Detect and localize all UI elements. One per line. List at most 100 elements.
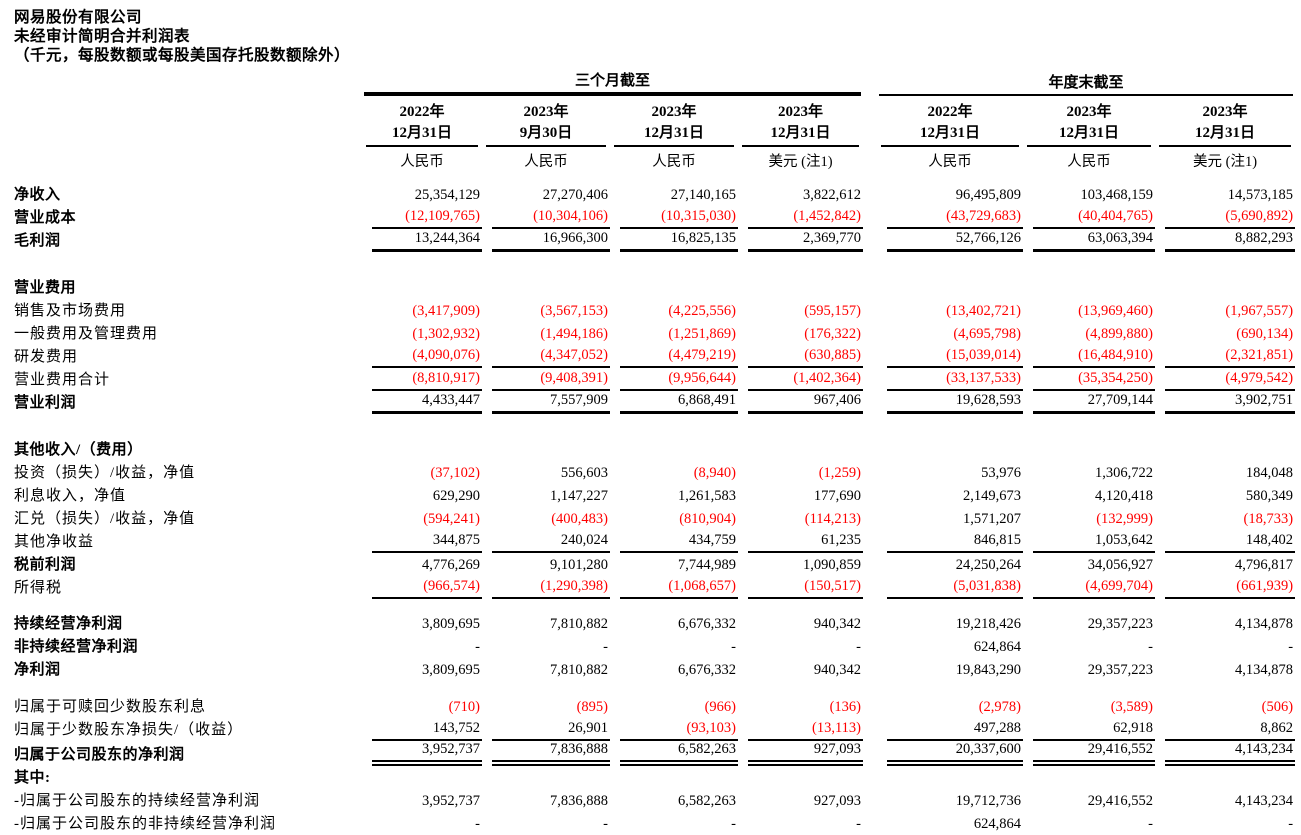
cell-value: (1,251,869)	[668, 326, 736, 342]
cell-value: (13,402,721)	[946, 303, 1022, 319]
row-label: 归属于公司股东的净利润	[14, 747, 185, 763]
cell-value: (4,899,880)	[1085, 326, 1154, 342]
column-gap	[863, 507, 877, 530]
cell-value: 6,676,332	[678, 616, 736, 632]
cell-value: 927,093	[738, 741, 864, 766]
currency-header-row: 人民币 人民币 人民币 美元 (注1) 人民币 人民币 美元 (注1)	[14, 147, 1295, 171]
cell-value: (3,417,909)	[412, 303, 480, 319]
cell-value: (9,956,644)	[610, 368, 738, 391]
cell-value: 4,796,817	[1235, 557, 1294, 573]
cell-value: (1,494,186)	[540, 326, 608, 342]
cell-value: (8,940)	[693, 465, 736, 481]
cell-value: 967,406	[738, 391, 864, 414]
cell-value	[610, 438, 738, 461]
cell-value: 7,836,888	[482, 741, 610, 766]
cell-value: (43,729,683)	[877, 206, 1024, 229]
column-gap	[863, 345, 877, 368]
col-year: 2023年	[778, 104, 824, 120]
cell-value: 7,836,888	[550, 793, 608, 809]
row-label: 所得税	[14, 580, 63, 596]
year-header-row: 2022年 2023年 2023年 2023年 2022年 2023年 2023…	[14, 96, 1295, 121]
cell-value: 7,810,882	[550, 662, 608, 678]
cell-value: 62,918	[1023, 718, 1156, 741]
row-label: 利息收入，净值	[14, 488, 127, 504]
cell-value: 63,063,394	[1023, 229, 1156, 252]
row-label: 净收入	[14, 187, 61, 203]
cell-value: (4,225,556)	[668, 303, 736, 319]
row-label: 研发费用	[14, 349, 79, 365]
cell-value: (136)	[829, 699, 862, 715]
col-currency: 人民币	[400, 154, 444, 170]
cell-value: (33,137,533)	[877, 368, 1024, 391]
cell-value: -	[603, 639, 608, 655]
cell-value: 8,862	[1155, 718, 1296, 741]
cell-value: 240,024	[482, 530, 610, 553]
table-row: 销售及市场费用 (3,417,909) (3,567,153) (4,225,556)…	[14, 299, 1295, 322]
col-year: 2022年	[399, 104, 445, 120]
cell-value: 846,815	[877, 530, 1024, 553]
table-row: 持续经营净利润 3,809,695 7,810,882 6,676,332 940,34…	[14, 612, 1295, 635]
table-row: 其他净收益 344,875 240,024 434,759 61,235 846,815 1…	[14, 530, 1296, 553]
cell-value: (12,109,765)	[362, 206, 482, 229]
cell-value: 629,290	[432, 488, 480, 504]
cell-value: (176,322)	[804, 326, 862, 342]
cell-value: 940,342	[813, 662, 862, 678]
cell-value: 3,952,737	[362, 741, 482, 766]
col-group-year-end: 年度末截至	[877, 69, 1295, 96]
cell-value: (93,103)	[610, 718, 738, 741]
row-label: 净利润	[14, 662, 61, 678]
cell-value: 1,261,583	[678, 488, 736, 504]
units-note: （千元，每股数额或每股美国存托股数额除外）	[14, 47, 351, 64]
cell-value	[482, 438, 610, 461]
cell-value	[610, 276, 738, 299]
cell-value: (1,302,932)	[412, 326, 480, 342]
cell-value: (1,068,657)	[610, 576, 738, 599]
column-gap	[863, 229, 877, 252]
cell-value: 3,809,695	[422, 616, 480, 632]
cell-value: (9,408,391)	[482, 368, 610, 391]
col-year: 2023年	[1066, 104, 1112, 120]
cell-value: 61,235	[738, 530, 864, 553]
cell-value	[738, 766, 863, 789]
cell-value: 96,495,809	[955, 187, 1022, 203]
col-group-year-end-label: 年度末截至	[879, 71, 1294, 96]
column-gap	[863, 276, 877, 299]
cell-value: 52,766,126	[877, 229, 1024, 252]
label-column-header	[14, 69, 362, 96]
cell-value: 4,134,878	[1235, 616, 1294, 632]
cell-value: (10,315,030)	[610, 206, 738, 229]
cell-value	[877, 276, 1023, 299]
column-group-row: 三个月截至 年度末截至	[14, 69, 1295, 96]
cell-value: (661,939)	[1155, 576, 1296, 599]
column-gap	[863, 530, 877, 553]
cell-value	[738, 438, 863, 461]
cell-value: 184,048	[1245, 465, 1294, 481]
cell-value: 6,868,491	[610, 391, 738, 414]
col-date: 12月31日	[1155, 121, 1295, 147]
cell-value: (1,967,557)	[1225, 303, 1294, 319]
cell-value	[362, 276, 482, 299]
row-label: 营业费用	[14, 280, 77, 296]
col-currency: 人民币	[524, 154, 568, 170]
col-group-three-months-label: 三个月截至	[364, 69, 862, 96]
cell-value: (5,031,838)	[877, 576, 1024, 599]
table-row: 营业成本 (12,109,765) (10,304,106) (10,315,030)…	[14, 206, 1296, 229]
cell-value: 7,744,989	[678, 557, 736, 573]
cell-value: (40,404,765)	[1023, 206, 1156, 229]
cell-value	[610, 766, 738, 789]
cell-value: -	[1288, 816, 1294, 832]
table-row: 汇兑（损失）/收益，净值 (594,241) (400,483) (810,904) (…	[14, 507, 1295, 530]
cell-value: (1,452,842)	[738, 206, 864, 229]
table-row: 营业费用合计 (8,810,917) (9,408,391) (9,956,644)(…	[14, 368, 1296, 391]
cell-value: -	[856, 639, 862, 655]
cell-value: 14,573,185	[1227, 187, 1294, 203]
cell-value: 3,952,737	[422, 793, 480, 809]
cell-value: (1,259)	[818, 465, 862, 481]
cell-value	[738, 276, 863, 299]
row-label: 非持续经营净利润	[14, 639, 139, 655]
cell-value: 3,902,751	[1155, 391, 1296, 414]
cell-value: 27,270,406	[542, 187, 608, 203]
cell-value: 26,901	[482, 718, 610, 741]
column-gap	[863, 69, 877, 96]
col-date: 12月31日	[877, 121, 1023, 147]
